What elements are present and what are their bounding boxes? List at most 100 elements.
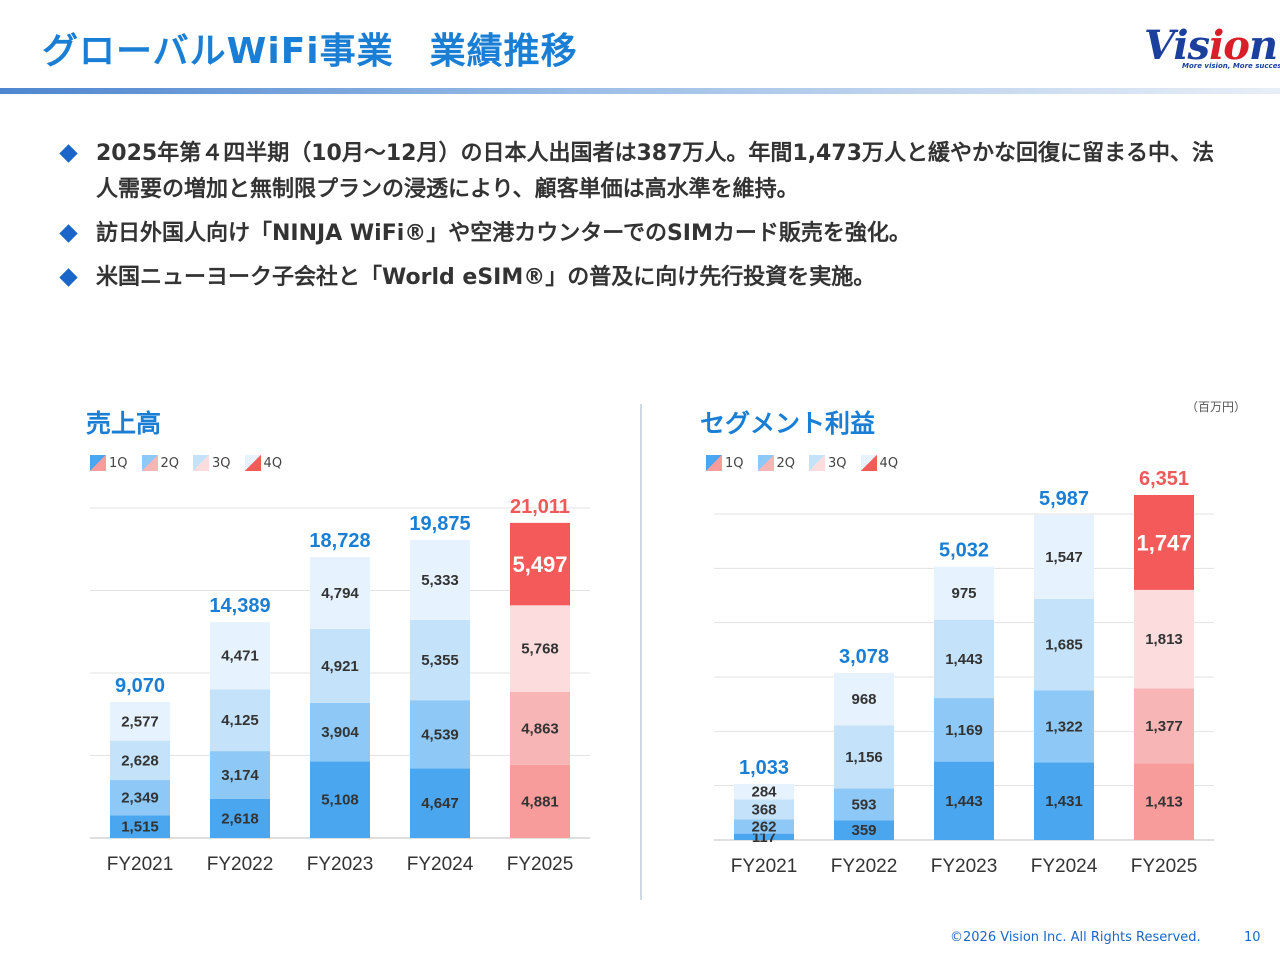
- legend-4q: 4Q: [860, 455, 898, 471]
- bar-value-label: 2,618: [221, 810, 259, 827]
- bar-value-label: 4,794: [321, 585, 359, 602]
- bar-value-label: 359: [851, 822, 876, 839]
- bar-value-label: 2,577: [121, 713, 159, 730]
- bar-total-label: 5,987: [1039, 488, 1089, 510]
- x-tick-label: FY2025: [1131, 856, 1198, 877]
- bullet-item: 米国ニューヨーク子会社と「World eSIM®」の普及に向け先行投資を実施。: [58, 260, 1228, 296]
- bar-value-label: 1,156: [845, 749, 883, 766]
- bar-segment-3q: [734, 799, 794, 820]
- logo-tagline: More vision, More success.: [1182, 62, 1280, 70]
- bar-value-label: 5,333: [421, 572, 459, 589]
- x-tick-label: FY2023: [307, 854, 374, 875]
- bar-segment-1q: [834, 820, 894, 840]
- legend-swatch-3q: [809, 455, 826, 471]
- page-title-part1: グローバルWiFi事業: [42, 31, 394, 72]
- x-tick-label: FY2025: [507, 854, 574, 875]
- bar-segment-2q: [734, 819, 794, 834]
- bar-segment-3q: [110, 740, 170, 781]
- bar-segment-1q: [510, 764, 570, 838]
- page-number: 10: [1244, 930, 1261, 945]
- bar-total-label: 18,728: [309, 530, 370, 552]
- bar-segment-2q: [210, 751, 270, 799]
- x-tick-label: FY2021: [107, 854, 174, 875]
- bar-total-label: 9,070: [115, 675, 165, 697]
- bar-value-label: 4,471: [221, 648, 259, 665]
- bar-value-label: 5,497: [512, 552, 567, 577]
- bar-value-label: 3,904: [321, 724, 359, 741]
- profit-legend: 1Q 2Q 3Q 4Q: [706, 455, 898, 471]
- bar-segment-1q: [110, 815, 170, 838]
- diamond-bullet-icon: [59, 268, 78, 287]
- x-tick-label: FY2023: [931, 856, 998, 877]
- x-tick-label: FY2022: [831, 856, 898, 877]
- legend-3q: 3Q: [193, 455, 231, 471]
- legend-3q: 3Q: [809, 455, 847, 471]
- bar-value-label: 1,685: [1045, 637, 1083, 654]
- bar-segment-2q: [110, 780, 170, 816]
- bar-value-label: 5,768: [521, 641, 559, 658]
- bar-segment-4q: [510, 522, 570, 606]
- bar-value-label: 1,547: [1045, 549, 1083, 566]
- bar-value-label: 4,125: [221, 712, 259, 729]
- legend-swatch-4q: [244, 455, 261, 471]
- bar-segment-3q: [310, 629, 370, 703]
- bar-value-label: 1,169: [945, 722, 983, 739]
- bar-segment-2q: [510, 691, 570, 765]
- bar-segment-4q: [310, 557, 370, 630]
- bar-segment-4q: [410, 539, 470, 620]
- bar-total-label: 21,011: [510, 496, 570, 518]
- bar-segment-4q: [110, 701, 170, 741]
- bar-value-label: 5,108: [321, 792, 359, 809]
- bar-segment-1q: [1034, 762, 1094, 840]
- bar-value-label: 4,881: [521, 793, 559, 810]
- bar-value-label: 1,322: [1045, 718, 1083, 735]
- bar-value-label: 2,349: [121, 790, 159, 807]
- copyright: ©2026 Vision Inc. All Rights Reserved.: [950, 930, 1201, 945]
- bar-value-label: 284: [751, 784, 777, 801]
- bar-value-label: 2,628: [121, 752, 159, 769]
- bar-total-label: 3,078: [839, 646, 889, 668]
- bar-segment-4q: [1134, 494, 1194, 590]
- legend-swatch-3q: [193, 455, 210, 471]
- legend-2q: 2Q: [757, 455, 795, 471]
- legend-swatch-4q: [860, 455, 877, 471]
- legend-swatch-2q: [757, 455, 774, 471]
- bar-segment-2q: [834, 788, 894, 821]
- bar-total-label: 14,389: [209, 595, 270, 617]
- legend-1q: 1Q: [90, 455, 128, 471]
- bar-value-label: 1,431: [1045, 793, 1083, 810]
- bar-segment-2q: [310, 702, 370, 762]
- bar-segment-2q: [410, 700, 470, 769]
- x-tick-label: FY2022: [207, 854, 274, 875]
- bar-segment-2q: [1134, 688, 1194, 764]
- bar-segment-4q: [210, 622, 270, 690]
- bar-total-label: 6,351: [1139, 468, 1189, 490]
- bar-segment-3q: [1034, 598, 1094, 691]
- page-title-part2: 業績推移: [429, 31, 578, 72]
- bar-value-label: 593: [851, 796, 876, 813]
- legend-swatch-1q: [706, 455, 722, 471]
- bar-segment-4q: [834, 672, 894, 726]
- bar-value-label: 968: [851, 691, 876, 708]
- bar-segment-1q: [1134, 763, 1194, 840]
- bar-segment-1q: [310, 761, 370, 838]
- bar-segment-1q: [934, 761, 994, 840]
- bar-value-label: 4,539: [421, 726, 459, 743]
- unit-label: （百万円）: [1186, 400, 1247, 414]
- bar-value-label: 4,647: [421, 795, 459, 812]
- bullet-item: 訪日外国人向け「NINJA WiFi®」や空港カウンターでのSIMカード販売を強…: [58, 216, 1228, 252]
- logo-wordmark: Vision: [1144, 22, 1278, 69]
- bar-segment-3q: [210, 689, 270, 752]
- legend-1q: 1Q: [706, 455, 744, 471]
- diamond-bullet-icon: [59, 224, 78, 243]
- legend-4q: 4Q: [244, 455, 282, 471]
- header-rule: [0, 88, 1280, 94]
- legend-2q: 2Q: [141, 455, 179, 471]
- bar-segment-3q: [510, 605, 570, 692]
- bar-segment-4q: [1034, 514, 1094, 599]
- bar-segment-3q: [1134, 589, 1194, 689]
- bullet-list: 2025年第４四半期（10月～12月）の日本人出国者は387万人。年間1,473…: [58, 136, 1228, 304]
- legend-swatch-1q: [90, 455, 106, 471]
- legend-swatch-2q: [141, 455, 158, 471]
- bar-total-label: 1,033: [739, 757, 789, 779]
